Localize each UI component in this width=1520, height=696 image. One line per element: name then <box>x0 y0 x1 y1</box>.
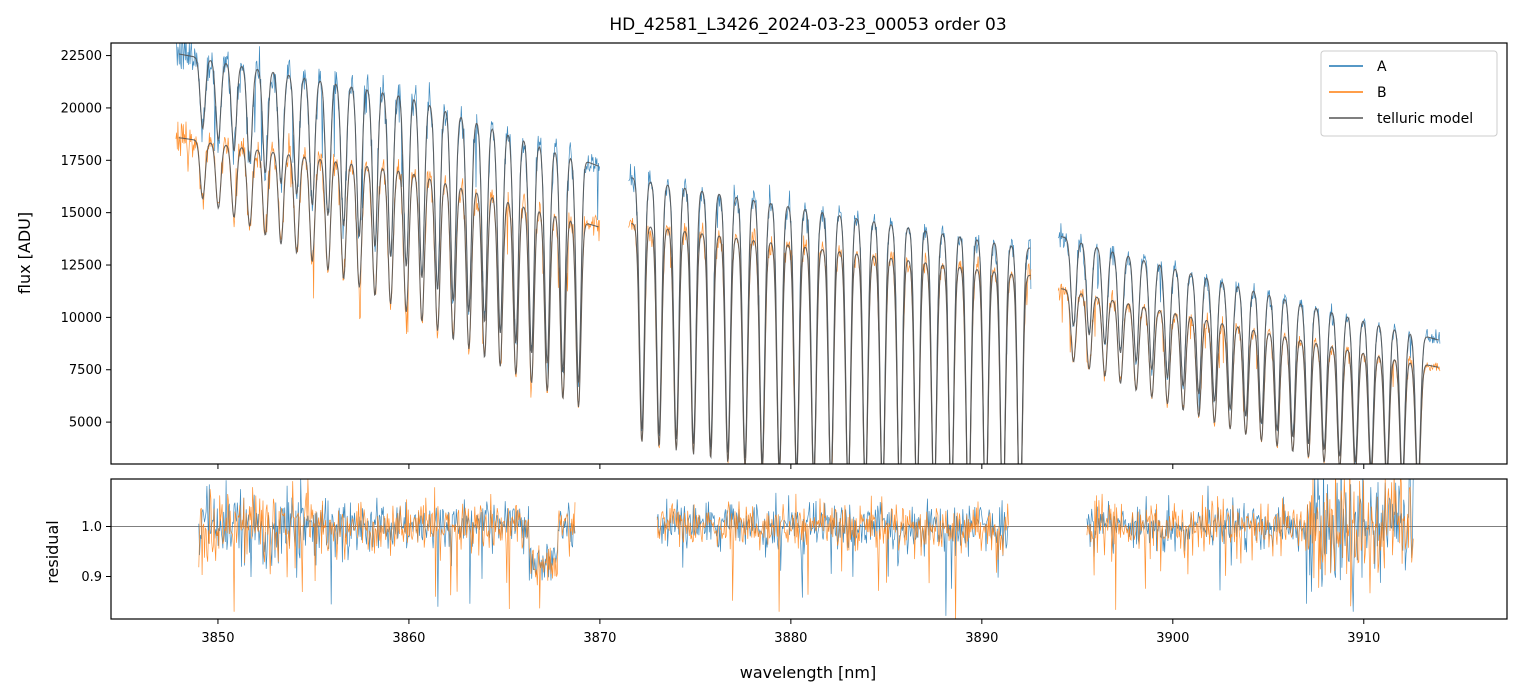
x-axis-label: wavelength [nm] <box>740 663 877 682</box>
residual-y-axis-label: residual <box>43 520 62 583</box>
chart-title: HD_42581_L3426_2024-03-23_00053 order 03 <box>609 15 1006 35</box>
legend-entry-telluric-model: telluric model <box>1329 111 1473 127</box>
telluric-model-b-segment-3 <box>1061 288 1439 464</box>
legend-entry-b: B <box>1329 85 1387 101</box>
residual-xtick-label: 3870 <box>583 631 616 646</box>
flux-ytick-label: 22500 <box>61 49 102 64</box>
legend: A B telluric model <box>1320 50 1498 137</box>
residual-series-b-segment-3 <box>1086 479 1414 610</box>
residual-panel: 0.9 1.0 3850 3860 3870 3880 3890 3900 3910 resi… <box>43 478 1508 682</box>
telluric-model-a-segment-3 <box>1060 235 1439 464</box>
residual-xtick-label: 3860 <box>392 631 425 646</box>
flux-ytick-label: 10000 <box>61 311 102 326</box>
telluric-model-a-segment-2 <box>631 177 1031 464</box>
flux-y-axis-label: flux [ADU] <box>15 212 34 294</box>
residual-xtick-label: 3910 <box>1347 631 1380 646</box>
legend-label-telluric-model: telluric model <box>1377 111 1473 127</box>
residual-series-b-segment-1 <box>198 479 576 612</box>
flux-panel-frame <box>110 42 1508 465</box>
residual-series-a-segment-1 <box>198 479 576 607</box>
telluric-model-b-segment-1 <box>178 137 599 407</box>
flux-ytick-label: 17500 <box>61 154 102 169</box>
residual-ytick-label: 1.0 <box>81 520 102 535</box>
flux-panel: 5000 7500 10000 12500 15000 17500 20000 22500 f… <box>15 42 1508 469</box>
flux-ytick-label: 15000 <box>61 206 102 221</box>
residual-xtick-label: 3900 <box>1156 631 1189 646</box>
flux-ytick-label: 5000 <box>69 416 102 431</box>
legend-label-a: A <box>1377 59 1387 75</box>
residual-ytick-label: 0.9 <box>81 570 102 585</box>
residual-xtick-label: 3880 <box>774 631 807 646</box>
residual-xtick-label: 3850 <box>201 631 234 646</box>
residual-panel-frame <box>110 478 1508 620</box>
legend-label-b: B <box>1377 85 1387 101</box>
flux-ytick-label: 12500 <box>61 259 102 274</box>
legend-entry-a: A <box>1329 59 1387 75</box>
residual-xtick-label: 3890 <box>965 631 998 646</box>
flux-ytick-label: 20000 <box>61 101 102 116</box>
legend-box <box>1320 50 1498 137</box>
residual-series-b-segment-2 <box>656 493 1009 619</box>
telluric-model-a-segment-1 <box>178 53 599 383</box>
flux-ytick-label: 7500 <box>69 363 102 378</box>
telluric-model-b-segment-2 <box>631 222 1031 464</box>
